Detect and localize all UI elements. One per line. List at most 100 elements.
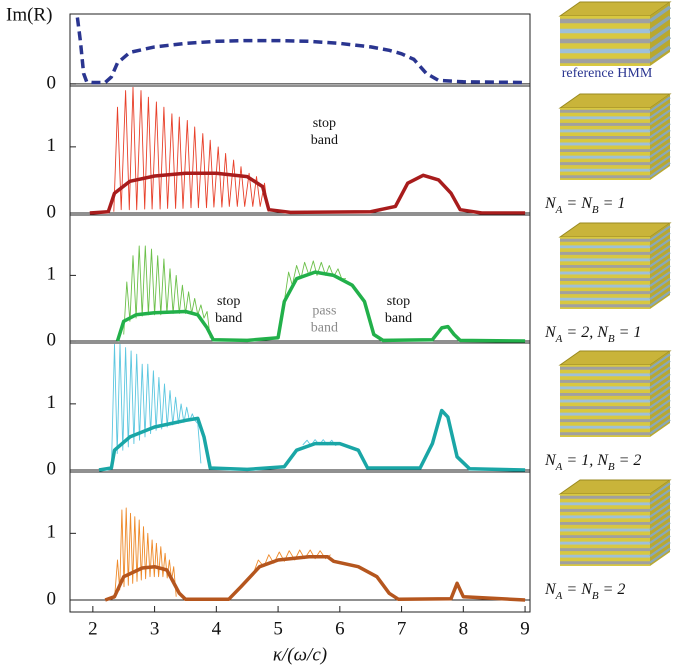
x-tick-label: 3	[150, 618, 160, 639]
cube-layer-side	[649, 405, 671, 422]
y-tick-label: 1	[47, 264, 57, 285]
caption-part: = 1	[615, 324, 642, 341]
stack-icon	[558, 1, 672, 66]
x-tick-label: 9	[520, 618, 530, 639]
cube-layer-side	[649, 372, 671, 389]
cube-layer-side	[649, 541, 671, 558]
caption-part: N	[544, 452, 557, 469]
cube-layer-side	[649, 271, 671, 288]
stack-icon	[558, 479, 672, 566]
cube-layer-side	[649, 515, 671, 531]
caption-subscript: A	[555, 333, 563, 345]
cube-layer-side	[649, 244, 671, 261]
cube-layer-side	[648, 25, 672, 43]
x-tick-label: 4	[212, 618, 222, 639]
cube-layer-side	[649, 547, 671, 564]
y-label: Im(R)	[6, 4, 52, 25]
cube-layer-side	[649, 399, 671, 416]
caption-part: = N	[562, 581, 593, 598]
data-line	[113, 86, 269, 212]
caption: NA = NB = 1	[544, 195, 625, 216]
data-line	[114, 507, 331, 599]
data-line	[98, 408, 526, 472]
caption-subscript: B	[592, 590, 599, 602]
cube-layer-side	[649, 379, 671, 396]
caption-part: = 2	[599, 581, 626, 598]
cube-layer-side	[649, 501, 671, 518]
cube-layer-side	[649, 264, 671, 281]
caption: NA = 1, NB = 2	[544, 452, 641, 473]
caption-subscript: A	[555, 590, 563, 602]
annotation: band	[215, 311, 242, 326]
stack-icon	[558, 93, 672, 180]
y-tick-label: 0	[47, 329, 57, 350]
cube-layer-side	[649, 251, 671, 268]
y-tick-label: 0	[47, 72, 57, 93]
data-line	[75, 17, 526, 85]
annotation: stop	[217, 294, 240, 309]
cube-layer-side	[649, 277, 671, 294]
y-tick-label: 0	[47, 588, 57, 609]
x-tick-label: 5	[273, 618, 283, 639]
caption-part: = 1	[599, 195, 626, 212]
y-tick-label: 1	[47, 135, 57, 156]
cube-layer-side	[649, 129, 671, 145]
panel-frame	[69, 342, 531, 473]
cube-layer-side	[649, 284, 671, 301]
x-tick-label: 2	[88, 618, 98, 639]
cube-layer-side	[648, 15, 672, 33]
data-line	[104, 554, 526, 602]
cube-layer-side	[649, 225, 671, 242]
annotation: stop	[387, 294, 410, 309]
cube-layer-side	[649, 495, 671, 512]
annotation: pass	[312, 304, 336, 319]
caption-subscript: B	[608, 461, 615, 473]
caption: NA = 2, NB = 1	[544, 324, 641, 345]
cube-layer-side	[649, 412, 671, 429]
data-line	[115, 270, 526, 343]
cube-layer-side	[649, 96, 671, 113]
cube-layer-side	[649, 392, 671, 409]
x-label: κ/(ω/c)	[273, 644, 327, 665]
cube-layer-side	[649, 135, 671, 152]
stack-icon	[558, 350, 672, 437]
cube-layer-side	[648, 5, 672, 23]
cube-layer-side	[649, 115, 671, 132]
caption-part: = 1, N	[562, 452, 609, 469]
caption-subscript: A	[555, 461, 563, 473]
cube-layer-side	[649, 122, 671, 139]
cube-layer-side	[648, 35, 672, 53]
cube-layer-side	[649, 528, 671, 545]
caption: reference HMM	[562, 66, 653, 81]
caption-subscript: A	[555, 204, 563, 216]
cube-layer-side	[648, 45, 672, 63]
cube-layer-side	[649, 238, 671, 255]
cube-layer-side	[649, 109, 671, 126]
cube-layer-side	[649, 418, 671, 435]
cube-layer-side	[649, 386, 671, 402]
cube-layer-side	[649, 231, 671, 248]
annotation: band	[311, 133, 338, 148]
y-tick-label: 0	[47, 201, 57, 222]
cube-layer-side	[649, 258, 671, 274]
data-line	[89, 171, 526, 215]
annotation: stop	[313, 116, 336, 131]
cube-layer-side	[649, 155, 671, 172]
cube-layer-side	[649, 534, 671, 551]
caption-subscript: B	[592, 204, 599, 216]
cube-layer-side	[649, 482, 671, 499]
cube-layer-side	[649, 161, 671, 178]
data-line	[110, 343, 340, 469]
caption-part: N	[544, 581, 557, 598]
caption: NA = NB = 2	[544, 581, 625, 602]
x-tick-label: 6	[335, 618, 345, 639]
caption-part: N	[544, 324, 557, 341]
annotation: band	[385, 311, 412, 326]
cube-layer-side	[649, 359, 671, 376]
cube-layer-side	[649, 508, 671, 525]
y-tick-label: 0	[47, 458, 57, 479]
caption-part: = 2, N	[562, 324, 609, 341]
cube-layer-side	[649, 290, 671, 307]
caption-part: = N	[562, 195, 593, 212]
